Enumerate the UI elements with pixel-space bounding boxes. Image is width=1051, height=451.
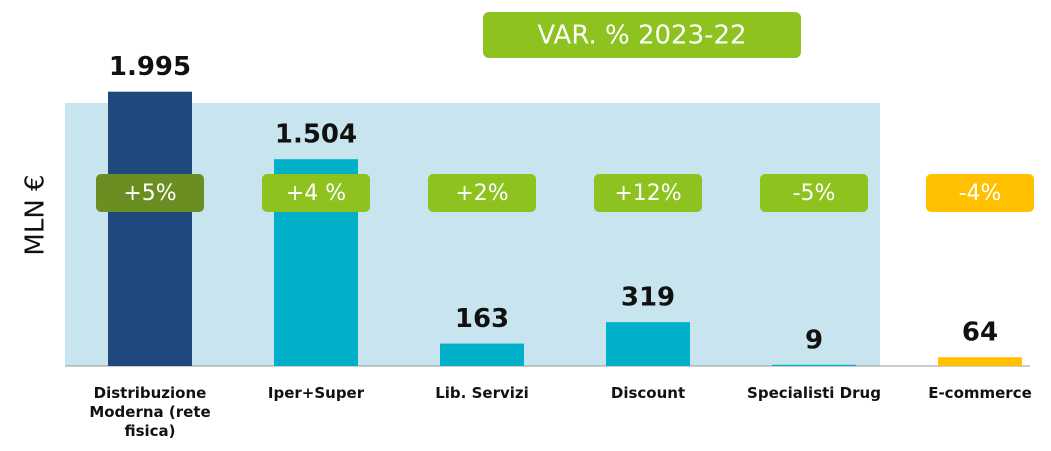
x-tick-label: Specialisti Drug	[734, 384, 894, 403]
x-tick-label: Distribuzione Moderna (rete fisica)	[80, 384, 220, 441]
variation-label: +2%	[455, 181, 508, 206]
value-label: 1.995	[109, 52, 191, 82]
y-axis-label: MLN €	[21, 174, 51, 255]
bar	[606, 322, 690, 366]
variation-label: -5%	[793, 181, 836, 206]
variation-label: +12%	[614, 181, 681, 206]
slide: VAR. % 2023-22 MLN € 1.995 +5% 1.504 +4 % 16…	[0, 0, 1051, 451]
x-tick-label: Discount	[568, 384, 728, 403]
value-label: 163	[455, 304, 509, 334]
bar	[108, 92, 192, 366]
value-label: 1.504	[275, 120, 357, 150]
variation-label: -4%	[959, 181, 1002, 206]
bar	[772, 365, 856, 366]
value-label: 9	[805, 325, 823, 355]
x-tick-label: Iper+Super	[236, 384, 396, 403]
bar	[440, 344, 524, 366]
subtitle: VAR. % 2023-22	[537, 21, 746, 51]
bar	[938, 357, 1022, 366]
variation-label: +4 %	[286, 181, 346, 206]
value-label: 319	[621, 283, 675, 313]
value-label: 64	[962, 318, 998, 348]
variation-label: +5%	[123, 181, 176, 206]
x-tick-label: Lib. Servizi	[402, 384, 562, 403]
x-tick-label: E-commerce	[900, 384, 1051, 403]
